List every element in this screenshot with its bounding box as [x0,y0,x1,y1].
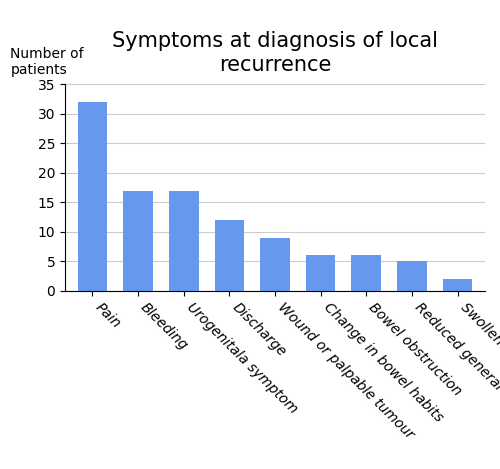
Bar [306,256,336,291]
Bar [78,102,107,291]
Bar [443,279,472,291]
Title: Symptoms at diagnosis of local
recurrence: Symptoms at diagnosis of local recurrenc… [112,31,438,75]
Bar [123,190,153,291]
Bar [260,238,290,291]
Bar [352,256,381,291]
Bar [169,190,198,291]
Bar [397,261,427,291]
Text: Number of
patients: Number of patients [10,47,84,77]
Bar [214,220,244,291]
